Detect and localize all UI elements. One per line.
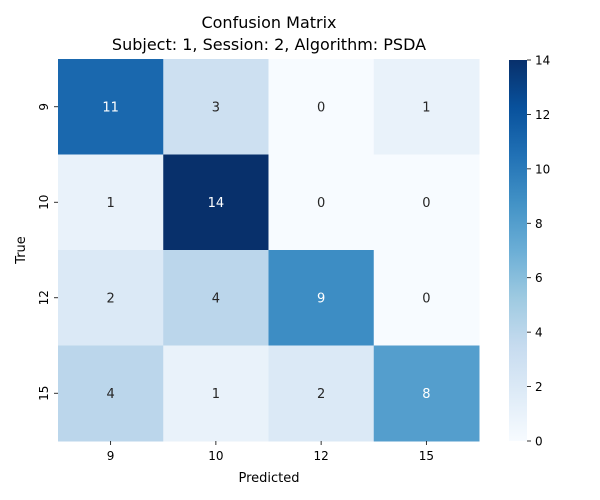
y-tick-label: 15 <box>37 386 51 401</box>
heatmap-cell <box>163 345 269 442</box>
x-axis-ticks: 9 10 12 15 <box>107 441 434 463</box>
chart-subtitle: Subject: 1, Session: 2, Algorithm: PSDA <box>112 35 426 54</box>
x-tick-label: 15 <box>419 449 434 463</box>
x-axis-label: Predicted <box>238 471 299 486</box>
cell-value-label: 2 <box>106 291 114 306</box>
heatmap-cell <box>163 154 269 251</box>
heatmap-cell <box>58 345 164 442</box>
colorbar-tick-label: 12 <box>535 108 550 122</box>
heatmap-cell <box>268 154 375 251</box>
colorbar-ticks: 0 2 4 6 8 10 12 14 <box>527 54 550 449</box>
heatmap-cell <box>373 250 480 346</box>
heatmap-cell <box>373 345 480 442</box>
cell-value-label: 0 <box>422 196 430 211</box>
colorbar-tick-label: 0 <box>535 435 543 449</box>
y-tick-label: 12 <box>37 290 51 305</box>
colorbar-tick-label: 14 <box>535 54 550 68</box>
cell-value-label: 9 <box>317 291 325 306</box>
colorbar-tick-label: 10 <box>535 162 550 176</box>
cell-value-label: 4 <box>212 291 220 306</box>
cell-value-label: 8 <box>422 387 430 402</box>
cell-value-label: 2 <box>317 387 325 402</box>
cell-value-label: 1 <box>212 387 220 402</box>
colorbar <box>509 60 527 441</box>
heatmap-cell <box>58 59 164 155</box>
cell-value-label: 0 <box>317 100 325 115</box>
y-tick-label: 10 <box>37 195 51 210</box>
y-axis-ticks: 9 10 12 15 <box>37 103 58 401</box>
heatmap-cells <box>58 59 480 442</box>
y-tick-label: 9 <box>37 103 51 111</box>
heatmap-cell-labels: 11 3 0 11 14 0 02 4 9 04 1 2 8 <box>102 100 430 402</box>
colorbar-tick-label: 8 <box>535 217 543 231</box>
heatmap-cell <box>58 154 164 251</box>
colorbar-tick-label: 4 <box>535 326 543 340</box>
cell-value-label: 14 <box>208 196 225 211</box>
y-axis-label: True <box>14 236 29 265</box>
heatmap-cell <box>373 59 480 155</box>
chart-title: Confusion Matrix <box>201 13 336 32</box>
heatmap-cell <box>163 250 269 346</box>
x-tick-label: 12 <box>313 449 328 463</box>
colorbar-tick-label: 6 <box>535 271 543 285</box>
heatmap-cell <box>268 345 375 442</box>
heatmap-cell <box>373 154 480 251</box>
cell-value-label: 1 <box>422 100 430 115</box>
cell-value-label: 0 <box>317 196 325 211</box>
heatmap-cell <box>268 250 375 346</box>
colorbar-tick-label: 2 <box>535 380 543 394</box>
cell-value-label: 11 <box>102 100 119 115</box>
heatmap-cell <box>268 59 375 155</box>
cell-value-label: 3 <box>212 100 220 115</box>
cell-value-label: 1 <box>106 196 114 211</box>
cell-value-label: 4 <box>106 387 114 402</box>
x-tick-label: 9 <box>107 449 115 463</box>
heatmap-cell <box>163 59 269 155</box>
cell-value-label: 0 <box>422 291 430 306</box>
x-tick-label: 10 <box>208 449 223 463</box>
heatmap-cell <box>58 250 164 346</box>
